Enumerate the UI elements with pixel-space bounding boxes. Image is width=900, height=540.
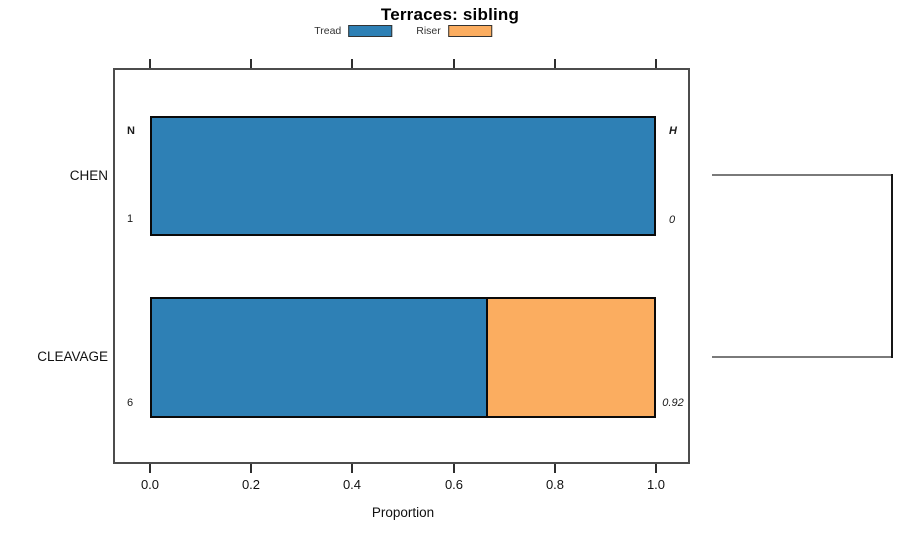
chen-n-value: 1 (126, 213, 134, 225)
top-tick (453, 59, 455, 68)
dendrogram-join (891, 174, 893, 358)
x-tick-label: 1.0 (646, 477, 666, 492)
dendrogram-branch-bottom (712, 356, 893, 358)
tread-color-swatch (348, 25, 393, 37)
bottom-tick (149, 464, 151, 473)
bar-chen-tread-segment (152, 118, 654, 234)
column-header-h: H (669, 125, 677, 137)
legend-item-tread: Tread (314, 25, 393, 37)
x-axis-title: Proportion (371, 505, 435, 520)
top-tick (149, 59, 151, 68)
top-tick (250, 59, 252, 68)
bottom-tick (554, 464, 556, 473)
riser-color-swatch (447, 25, 492, 37)
x-tick-label: 0.6 (444, 477, 464, 492)
top-tick (351, 59, 353, 68)
legend-label-tread: Tread (314, 25, 342, 37)
bar-cleavage-riser-segment (486, 299, 654, 416)
top-tick (554, 59, 556, 68)
legend-item-riser: Riser (416, 25, 492, 37)
chart-title: Terraces: sibling (380, 5, 520, 24)
x-tick-label: 0.2 (241, 477, 261, 492)
bottom-tick (453, 464, 455, 473)
bottom-tick (351, 464, 353, 473)
row-label-chen: CHEN (69, 168, 108, 183)
bar-cleavage (150, 297, 656, 418)
row-label-cleavage: CLEAVAGE (37, 349, 108, 364)
bottom-tick (250, 464, 252, 473)
cleavage-n-value: 6 (126, 397, 134, 409)
x-tick-label: 0.0 (140, 477, 160, 492)
bar-cleavage-tread-segment (152, 299, 487, 416)
legend-label-riser: Riser (416, 25, 441, 37)
column-header-n: N (127, 125, 135, 137)
top-tick (655, 59, 657, 68)
bar-chen (150, 116, 656, 236)
x-tick-label: 0.8 (545, 477, 565, 492)
chen-h-value: 0 (668, 214, 676, 226)
bottom-tick (655, 464, 657, 473)
legend: Tread Riser (314, 25, 492, 37)
cleavage-h-value: 0.92 (662, 397, 684, 409)
x-tick-label: 0.4 (342, 477, 362, 492)
dendrogram-branch-top (712, 174, 893, 176)
